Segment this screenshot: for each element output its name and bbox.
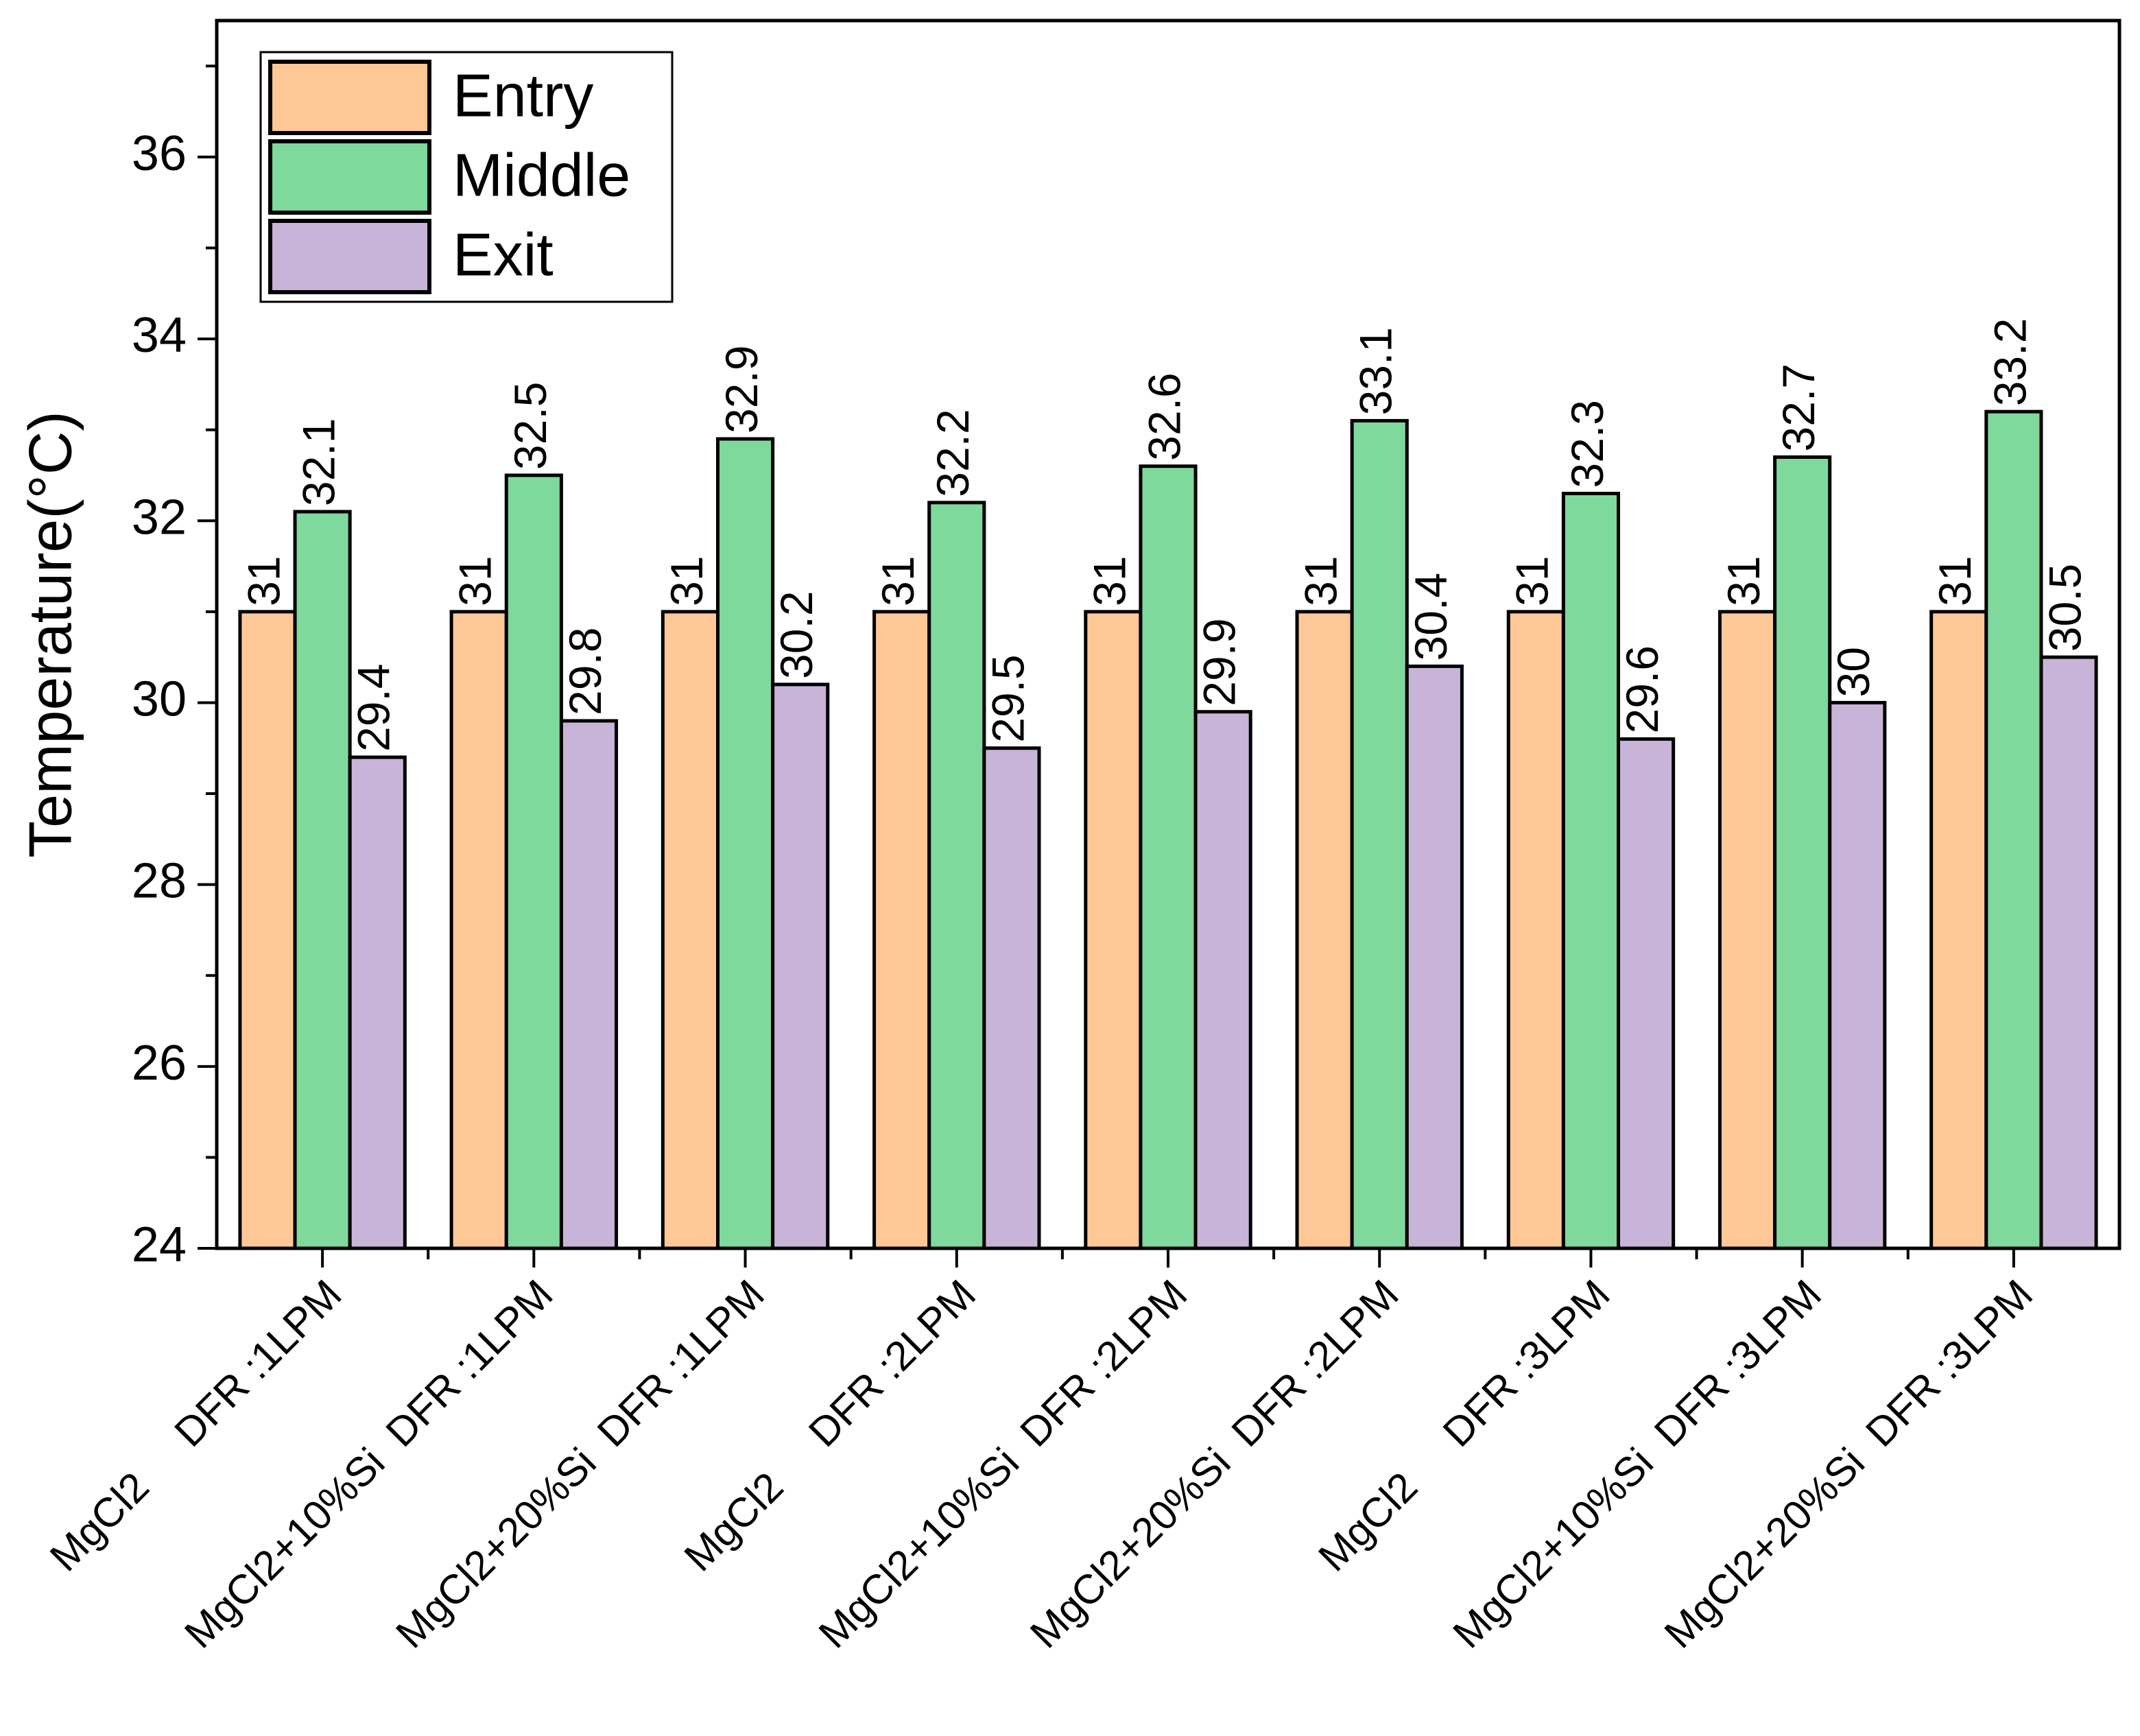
- value-label: 30.2: [771, 591, 822, 678]
- value-label: 30.5: [2039, 564, 2090, 652]
- y-tick-label: 30: [132, 671, 187, 726]
- value-label: 29.6: [1617, 645, 1667, 733]
- y-axis-title: Temperature(°C): [16, 411, 84, 857]
- y-tick-label: 36: [132, 126, 187, 181]
- value-label: 32.3: [1562, 400, 1613, 488]
- bar: [1773, 455, 1832, 1250]
- bar: [1561, 491, 1621, 1250]
- bar: [1717, 610, 1777, 1250]
- y-tick-label: 24: [132, 1217, 187, 1272]
- legend-label: Middle: [453, 141, 630, 209]
- bar: [1139, 464, 1198, 1250]
- bar: [238, 610, 297, 1250]
- bar: [559, 719, 619, 1250]
- value-label: 29.9: [1194, 618, 1245, 706]
- value-label: 32.6: [1139, 372, 1189, 460]
- value-label: 32.9: [716, 345, 767, 433]
- y-tick-label: 26: [132, 1036, 187, 1091]
- bar: [348, 755, 407, 1250]
- value-label: 31: [872, 556, 923, 606]
- bar: [1193, 710, 1252, 1250]
- value-label: 32.5: [505, 381, 556, 469]
- legend-label: Entry: [453, 61, 593, 129]
- legend-label: Exit: [453, 220, 554, 288]
- bar: [449, 610, 508, 1250]
- bar: [1405, 664, 1464, 1250]
- y-tick-label: 34: [132, 308, 187, 363]
- value-label: 32.7: [1773, 364, 1824, 451]
- y-tick-label: 28: [132, 854, 187, 909]
- value-label: 33.1: [1351, 327, 1401, 415]
- bar: [293, 510, 352, 1250]
- bar: [2039, 655, 2098, 1250]
- bar: [1617, 737, 1676, 1250]
- bar: [504, 473, 563, 1250]
- bar: [715, 437, 775, 1250]
- bar: [1929, 610, 1988, 1250]
- value-label: 29.8: [560, 627, 610, 715]
- value-label: 31: [1296, 556, 1346, 606]
- bar: [661, 610, 720, 1250]
- value-label: 31: [1929, 556, 1980, 606]
- value-label: 31: [661, 556, 712, 606]
- value-label: 31: [1084, 556, 1134, 606]
- bar: [1506, 610, 1565, 1250]
- bar: [872, 610, 931, 1250]
- bar: [927, 501, 986, 1250]
- bar: [1984, 409, 2043, 1250]
- value-label: 29.5: [982, 654, 1033, 742]
- value-label: 31: [450, 556, 501, 606]
- value-label: 32.1: [294, 418, 344, 506]
- bar: [1350, 418, 1409, 1250]
- legend-swatch: [268, 219, 431, 294]
- bar: [771, 682, 830, 1250]
- value-label: 31: [1507, 556, 1558, 606]
- value-label: 33.2: [1984, 318, 2035, 406]
- legend-swatch: [268, 139, 431, 215]
- bar: [1828, 700, 1887, 1250]
- legend-swatch: [268, 60, 431, 135]
- plot-frame: [215, 19, 2121, 1250]
- bar: [1295, 610, 1354, 1250]
- value-label: 31: [238, 556, 289, 606]
- value-label: 32.2: [927, 409, 978, 497]
- bar: [982, 746, 1041, 1250]
- value-label: 30: [1828, 647, 1879, 697]
- y-tick-label: 32: [132, 490, 187, 545]
- value-label: 31: [1718, 556, 1769, 606]
- value-label: 30.4: [1405, 573, 1456, 661]
- value-label: 29.4: [348, 664, 399, 752]
- bar: [1084, 610, 1143, 1250]
